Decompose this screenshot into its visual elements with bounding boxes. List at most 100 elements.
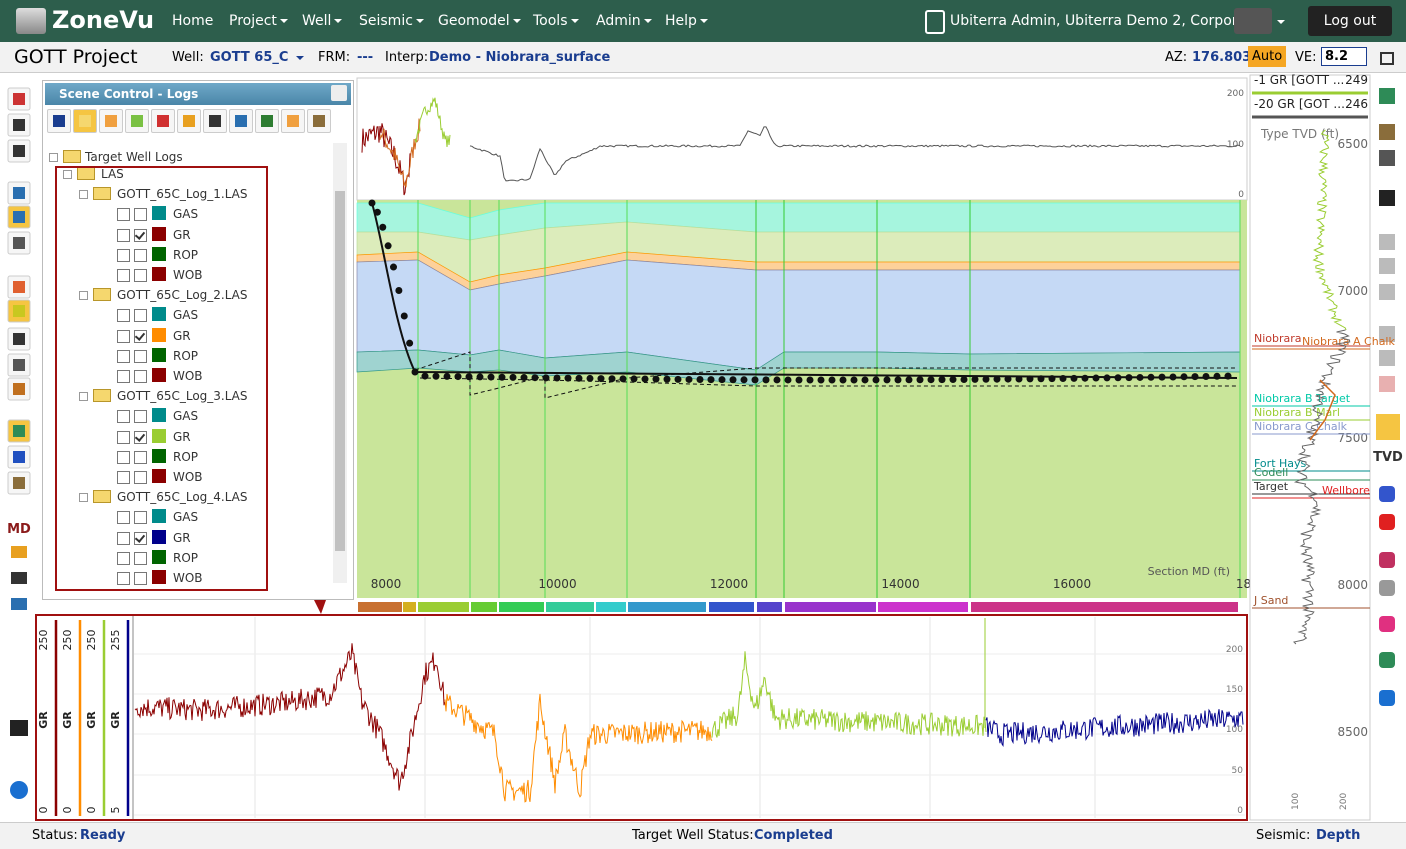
tool-icon[interactable]	[1379, 350, 1395, 366]
tool-button[interactable]	[1376, 414, 1400, 440]
expander[interactable]	[79, 291, 88, 301]
scrollbar[interactable]	[333, 143, 347, 583]
ve-select[interactable]: 8.2	[1321, 47, 1368, 66]
md-button[interactable]: MD	[7, 522, 31, 537]
tool-icon[interactable]	[1379, 124, 1395, 140]
checkbox[interactable]	[117, 228, 130, 242]
checkbox[interactable]	[117, 248, 130, 262]
color-swatch[interactable]	[152, 368, 166, 382]
tool-icon[interactable]	[1379, 88, 1395, 104]
tool-icon[interactable]	[1379, 514, 1395, 530]
checkbox[interactable]	[117, 511, 130, 525]
color-swatch[interactable]	[152, 347, 166, 362]
color-swatch[interactable]	[152, 307, 166, 322]
scroll-thumb[interactable]	[335, 191, 345, 551]
tool-icon[interactable]	[1379, 552, 1395, 568]
well-select[interactable]: GOTT 65_C	[210, 50, 289, 65]
checkbox[interactable]	[117, 370, 130, 383]
checkbox[interactable]	[134, 531, 147, 545]
checkbox[interactable]	[134, 248, 147, 262]
logo[interactable]: ZoneVu	[52, 6, 155, 34]
color-swatch[interactable]	[152, 267, 166, 281]
checkbox[interactable]	[134, 471, 147, 484]
color-swatch[interactable]	[152, 428, 166, 443]
tool-icon[interactable]	[1379, 376, 1395, 392]
interp-value[interactable]: Demo - Niobrara_surface	[429, 50, 611, 65]
tool-icon[interactable]	[1379, 150, 1395, 166]
color-swatch[interactable]	[152, 448, 166, 463]
tool-icon[interactable]	[1379, 486, 1395, 502]
checkbox[interactable]	[117, 329, 130, 343]
color-swatch[interactable]	[152, 529, 166, 544]
checkbox[interactable]	[117, 471, 130, 484]
checkbox[interactable]	[117, 309, 130, 323]
tool-icon[interactable]	[1379, 190, 1395, 206]
color-swatch[interactable]	[152, 206, 166, 221]
checkbox[interactable]	[134, 329, 147, 343]
color-swatch[interactable]	[152, 549, 166, 564]
expander[interactable]	[79, 493, 88, 503]
checkbox[interactable]	[117, 450, 130, 464]
tool-icon[interactable]	[1379, 616, 1395, 632]
user-avatar[interactable]	[1234, 8, 1272, 34]
color-swatch[interactable]	[152, 469, 166, 483]
color-swatch[interactable]	[152, 246, 166, 261]
checkbox[interactable]	[117, 349, 130, 363]
color-swatch[interactable]	[152, 408, 166, 423]
expander[interactable]	[79, 392, 88, 402]
tvd-button[interactable]: TVD	[1373, 450, 1403, 465]
expander[interactable]	[79, 190, 88, 200]
seismic-value[interactable]: Depth	[1316, 828, 1361, 843]
menu-item[interactable]: Geomodel	[438, 13, 521, 29]
checkbox[interactable]	[134, 370, 147, 383]
tool-icon[interactable]	[11, 598, 27, 610]
menu-item[interactable]: Help	[665, 13, 708, 29]
frm-value[interactable]: ---	[357, 50, 374, 65]
checkbox[interactable]	[117, 269, 130, 282]
tool-icon[interactable]	[1379, 258, 1395, 274]
menu-item[interactable]: Admin	[596, 13, 652, 29]
color-swatch[interactable]	[152, 327, 166, 342]
tool-icon[interactable]	[11, 546, 27, 558]
checkbox[interactable]	[134, 309, 147, 323]
tool-icon[interactable]	[1379, 284, 1395, 300]
menu-item[interactable]: Well	[302, 13, 343, 29]
checkbox[interactable]	[134, 551, 147, 565]
menu-item[interactable]: Tools	[533, 13, 579, 29]
tool-icon[interactable]	[1379, 234, 1395, 250]
menu-item[interactable]: Home	[172, 13, 214, 29]
checkbox[interactable]	[134, 430, 147, 444]
checkbox[interactable]	[134, 269, 147, 282]
auto-button[interactable]: Auto	[1248, 46, 1287, 67]
checkbox[interactable]	[117, 531, 130, 545]
tool-icon[interactable]	[1379, 690, 1395, 706]
tool-icon[interactable]	[11, 572, 27, 584]
menu-item[interactable]: Seismic	[359, 13, 424, 29]
checkbox[interactable]	[134, 349, 147, 363]
color-swatch[interactable]	[152, 509, 166, 524]
help-button[interactable]	[10, 781, 28, 799]
color-swatch[interactable]	[152, 570, 166, 584]
print-button[interactable]	[10, 720, 28, 736]
checkbox[interactable]	[134, 228, 147, 242]
menu-item[interactable]: Project	[229, 13, 288, 29]
checkbox[interactable]	[134, 572, 147, 585]
checkbox[interactable]	[117, 572, 130, 585]
checkbox[interactable]	[117, 410, 130, 424]
color-swatch[interactable]	[152, 226, 166, 241]
checkbox[interactable]	[134, 511, 147, 525]
tool-icon[interactable]	[1379, 326, 1395, 342]
lock-icon[interactable]	[1380, 52, 1394, 65]
checkbox[interactable]	[117, 430, 130, 444]
tool-icon[interactable]	[1379, 580, 1395, 596]
expander[interactable]	[49, 153, 58, 162]
tool-icon[interactable]	[1379, 652, 1395, 668]
checkbox[interactable]	[134, 208, 147, 222]
close-button[interactable]	[331, 85, 347, 101]
checkbox[interactable]	[134, 450, 147, 464]
checkbox[interactable]	[134, 410, 147, 424]
logout-button[interactable]: Log out	[1308, 6, 1392, 36]
checkbox[interactable]	[117, 551, 130, 565]
expander[interactable]	[63, 170, 72, 179]
checkbox[interactable]	[117, 208, 130, 222]
